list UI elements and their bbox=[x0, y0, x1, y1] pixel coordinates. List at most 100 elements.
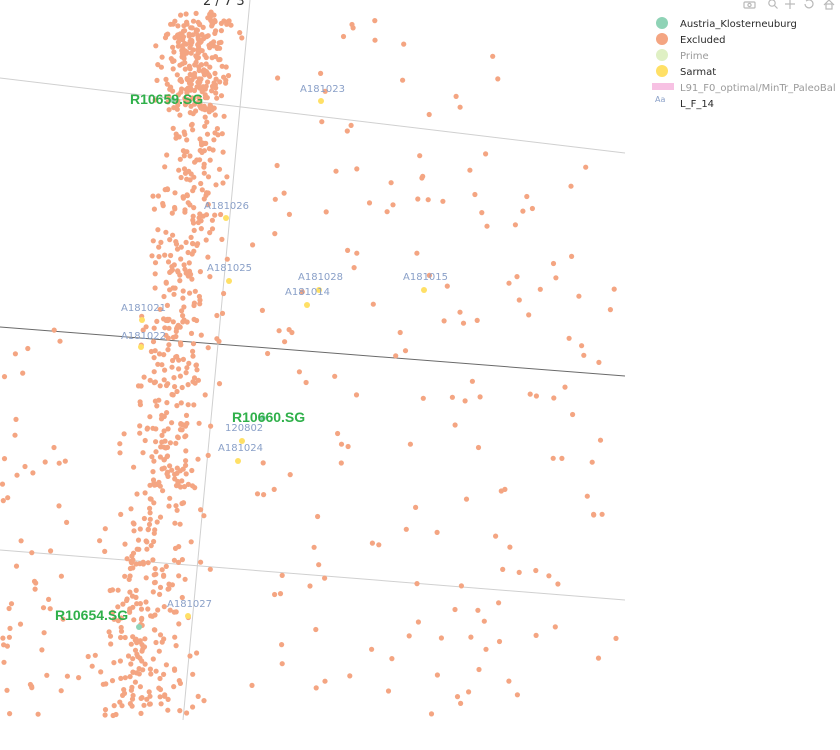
excluded-point[interactable] bbox=[196, 80, 202, 86]
excluded-point[interactable] bbox=[201, 72, 207, 78]
excluded-point[interactable] bbox=[177, 521, 183, 527]
excluded-point[interactable] bbox=[193, 27, 199, 33]
excluded-point[interactable] bbox=[177, 340, 184, 346]
excluded-point[interactable] bbox=[183, 458, 189, 464]
excluded-point[interactable] bbox=[161, 636, 167, 642]
excluded-point[interactable] bbox=[170, 357, 176, 364]
excluded-point[interactable] bbox=[197, 269, 203, 275]
excluded-point[interactable] bbox=[89, 663, 95, 669]
excluded-point[interactable] bbox=[275, 75, 281, 81]
excluded-point[interactable] bbox=[41, 630, 47, 636]
excluded-point[interactable] bbox=[181, 166, 188, 172]
excluded-point[interactable] bbox=[150, 557, 156, 563]
excluded-point[interactable] bbox=[12, 432, 18, 438]
excluded-point[interactable] bbox=[462, 398, 468, 404]
excluded-point[interactable] bbox=[151, 369, 157, 375]
excluded-point[interactable] bbox=[484, 223, 490, 229]
excluded-point[interactable] bbox=[225, 73, 232, 79]
excluded-point[interactable] bbox=[7, 625, 13, 632]
excluded-point[interactable] bbox=[201, 164, 207, 170]
excluded-point[interactable] bbox=[224, 174, 230, 180]
excluded-point[interactable] bbox=[161, 293, 167, 300]
excluded-point[interactable] bbox=[163, 229, 169, 235]
excluded-point[interactable] bbox=[140, 559, 146, 565]
excluded-point[interactable] bbox=[29, 550, 35, 556]
point-a181022[interactable] bbox=[138, 344, 144, 350]
excluded-point[interactable] bbox=[453, 93, 459, 99]
excluded-point[interactable] bbox=[151, 206, 157, 212]
excluded-point[interactable] bbox=[179, 478, 185, 484]
excluded-point[interactable] bbox=[170, 58, 176, 64]
excluded-point[interactable] bbox=[372, 37, 378, 43]
excluded-point[interactable] bbox=[533, 393, 540, 399]
excluded-point[interactable] bbox=[514, 692, 521, 698]
excluded-point[interactable] bbox=[129, 696, 136, 702]
excluded-point[interactable] bbox=[102, 712, 108, 718]
excluded-point[interactable] bbox=[319, 119, 325, 125]
excluded-point[interactable] bbox=[173, 131, 179, 137]
excluded-point[interactable] bbox=[384, 209, 390, 215]
excluded-point[interactable] bbox=[187, 71, 193, 78]
excluded-point[interactable] bbox=[354, 250, 360, 256]
excluded-point[interactable] bbox=[195, 49, 201, 55]
excluded-point[interactable] bbox=[467, 167, 473, 173]
excluded-point[interactable] bbox=[148, 671, 154, 677]
excluded-point[interactable] bbox=[111, 703, 117, 709]
excluded-point[interactable] bbox=[457, 309, 463, 315]
excluded-point[interactable] bbox=[153, 43, 159, 49]
excluded-point[interactable] bbox=[483, 646, 489, 652]
point-a181026[interactable] bbox=[223, 215, 229, 221]
excluded-point[interactable] bbox=[5, 495, 11, 501]
excluded-point[interactable] bbox=[201, 170, 207, 176]
excluded-point[interactable] bbox=[139, 615, 145, 621]
excluded-point[interactable] bbox=[204, 95, 210, 101]
excluded-point[interactable] bbox=[191, 227, 197, 233]
excluded-point[interactable] bbox=[111, 616, 117, 622]
excluded-point[interactable] bbox=[495, 76, 501, 82]
excluded-point[interactable] bbox=[155, 193, 161, 199]
excluded-point[interactable] bbox=[163, 279, 169, 285]
excluded-point[interactable] bbox=[156, 351, 163, 357]
excluded-point[interactable] bbox=[212, 70, 218, 76]
excluded-point[interactable] bbox=[147, 666, 153, 672]
excluded-point[interactable] bbox=[1, 374, 8, 380]
excluded-point[interactable] bbox=[180, 466, 186, 472]
excluded-point[interactable] bbox=[198, 105, 204, 111]
excluded-point[interactable] bbox=[177, 156, 183, 162]
excluded-point[interactable] bbox=[155, 361, 161, 367]
excluded-point[interactable] bbox=[414, 250, 420, 256]
excluded-point[interactable] bbox=[48, 548, 54, 554]
excluded-point[interactable] bbox=[139, 648, 145, 654]
excluded-point[interactable] bbox=[400, 77, 406, 83]
excluded-point[interactable] bbox=[64, 673, 70, 679]
excluded-point[interactable] bbox=[142, 490, 148, 496]
excluded-point[interactable] bbox=[12, 351, 18, 357]
excluded-point[interactable] bbox=[203, 237, 209, 243]
excluded-point[interactable] bbox=[64, 519, 70, 526]
excluded-point[interactable] bbox=[163, 382, 170, 389]
excluded-point[interactable] bbox=[8, 601, 15, 607]
excluded-point[interactable] bbox=[315, 513, 321, 520]
excluded-point[interactable] bbox=[581, 352, 587, 358]
excluded-point[interactable] bbox=[170, 232, 176, 238]
excluded-point[interactable] bbox=[533, 632, 539, 639]
excluded-point[interactable] bbox=[185, 200, 191, 206]
excluded-point[interactable] bbox=[145, 606, 151, 612]
excluded-point[interactable] bbox=[169, 467, 175, 473]
excluded-point[interactable] bbox=[156, 648, 162, 654]
excluded-point[interactable] bbox=[516, 569, 522, 576]
excluded-point[interactable] bbox=[348, 122, 354, 128]
excluded-point[interactable] bbox=[205, 345, 211, 351]
excluded-point[interactable] bbox=[198, 226, 204, 232]
excluded-point[interactable] bbox=[56, 503, 62, 509]
excluded-point[interactable] bbox=[142, 437, 148, 444]
excluded-point[interactable] bbox=[184, 149, 190, 155]
excluded-point[interactable] bbox=[137, 430, 143, 436]
excluded-point[interactable] bbox=[562, 384, 568, 390]
excluded-point[interactable] bbox=[173, 135, 179, 141]
excluded-point[interactable] bbox=[249, 682, 255, 689]
excluded-point[interactable] bbox=[179, 557, 185, 563]
excluded-point[interactable] bbox=[173, 354, 179, 360]
camera-icon[interactable] bbox=[743, 1, 756, 9]
excluded-point[interactable] bbox=[35, 711, 41, 717]
